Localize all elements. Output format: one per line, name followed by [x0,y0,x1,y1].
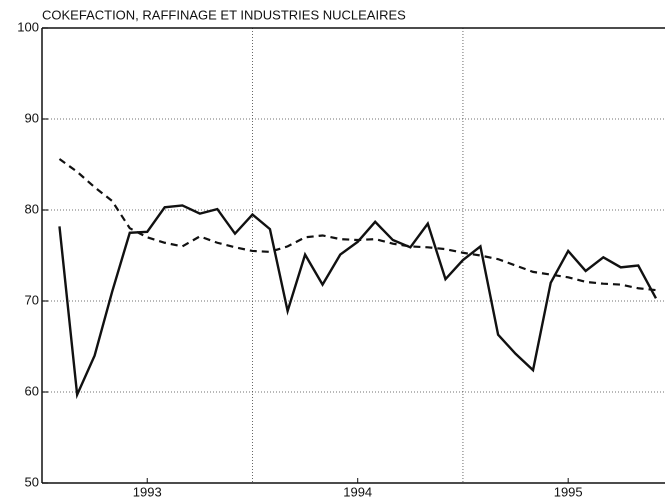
x-tick-label: 1994 [343,484,372,499]
line-series [58,158,657,292]
y-tick-label: 60 [25,383,39,398]
x-tick-label: 1995 [554,484,583,499]
y-tick-label: 70 [25,292,39,307]
y-tick-label: 100 [17,19,39,34]
chart-title: COKEFACTION, RAFFINAGE ET INDUSTRIES NUC… [42,7,406,22]
x-tick-label: 1993 [133,484,162,499]
line-series [58,204,658,400]
y-tick-label: 80 [25,201,39,216]
y-tick-label: 90 [25,110,39,125]
y-tick-label: 50 [25,474,39,489]
